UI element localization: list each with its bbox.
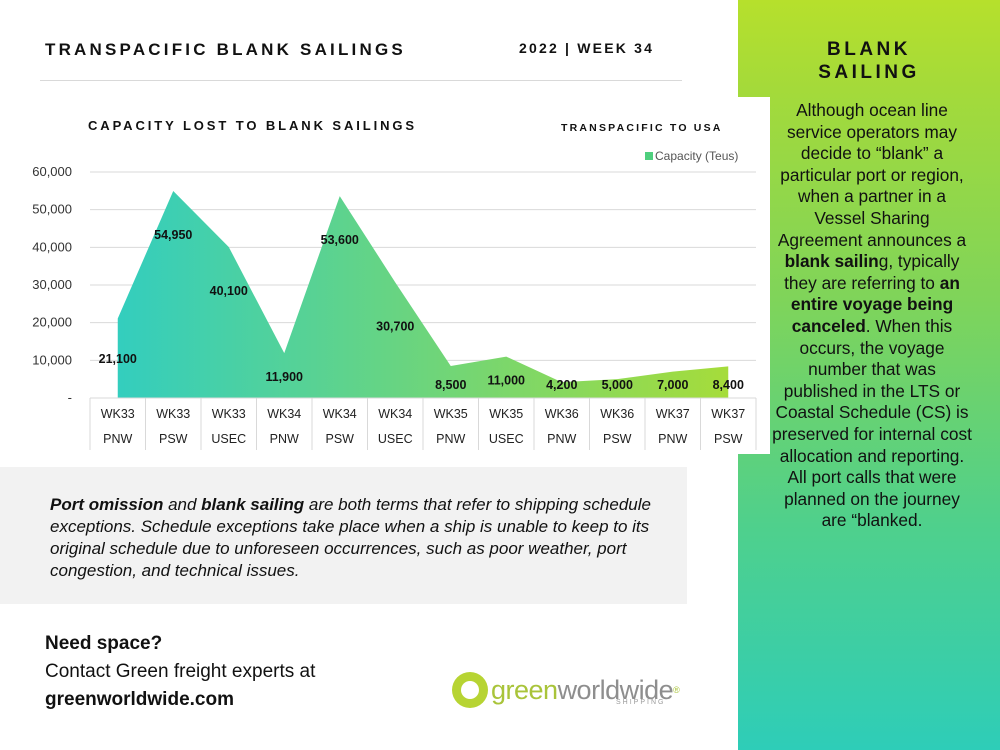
- x-tick-label-region: USEC: [211, 432, 246, 446]
- week-label: 2022 | WEEK 34: [519, 40, 655, 56]
- legend-label: Capacity (Teus): [655, 149, 739, 163]
- data-label: 8,500: [435, 378, 466, 392]
- data-label: 54,950: [154, 228, 192, 242]
- x-tick-label-region: PNW: [270, 432, 299, 446]
- info-box: [0, 467, 687, 604]
- sidebar-bold-2: an entire voyage being canceled: [790, 272, 960, 336]
- x-tick-label-week: WK34: [323, 407, 357, 421]
- company-logo: greenworldwide®: [452, 672, 680, 708]
- data-label: 40,100: [210, 284, 248, 298]
- sidebar-background: [738, 0, 1000, 750]
- sidebar-description: Although ocean line service operators ma…: [772, 100, 972, 532]
- x-tick-label-week: WK33: [156, 407, 190, 421]
- x-tick-label-region: PNW: [436, 432, 465, 446]
- y-tick-label: 60,000: [32, 164, 72, 179]
- x-tick-label-region: PSW: [159, 432, 188, 446]
- x-tick-label-week: WK35: [489, 407, 523, 421]
- x-tick-label-region: PNW: [547, 432, 576, 446]
- x-tick-label-week: WK35: [434, 407, 468, 421]
- x-tick-label-region: USEC: [489, 432, 524, 446]
- data-label: 7,000: [657, 378, 688, 392]
- y-tick-label: -: [68, 390, 72, 405]
- x-tick-label-week: WK36: [600, 407, 634, 421]
- data-label: 53,600: [321, 233, 359, 247]
- cta-website-link[interactable]: greenworldwide.com: [45, 689, 234, 710]
- sidebar-bold-1: blank sailin: [784, 251, 879, 272]
- sidebar-title-line1: BLANK: [827, 39, 911, 60]
- cta-heading: Need space?: [45, 633, 163, 654]
- y-tick-label: 30,000: [32, 277, 72, 292]
- chart-title: CAPACITY LOST TO BLANK SAILINGS: [88, 118, 417, 133]
- y-tick-label: 20,000: [32, 315, 72, 330]
- data-label: 4,200: [546, 378, 577, 392]
- chart-legend: Capacity (Teus): [645, 149, 738, 163]
- legend-swatch: [645, 152, 653, 160]
- x-tick-label-week: WK34: [378, 407, 412, 421]
- data-label: 11,000: [487, 374, 525, 388]
- logo-word-worldwide: worldwide: [557, 675, 674, 705]
- logo-tagline: SHIPPING: [616, 699, 666, 706]
- info-bold-2: blank sailing: [201, 495, 305, 514]
- data-label: 21,100: [99, 352, 137, 366]
- x-tick-label-region: USEC: [378, 432, 413, 446]
- data-label: 8,400: [713, 378, 744, 392]
- x-tick-label-week: WK34: [267, 407, 301, 421]
- x-tick-label-region: PNW: [658, 432, 687, 446]
- x-tick-label-region: PNW: [103, 432, 132, 446]
- info-bold-1: Port omission: [50, 495, 164, 514]
- info-text: Port omission and blank sailing are both…: [50, 494, 660, 582]
- area-chart: - 10,000 20,000 30,000 40,000 50,000 60,000 WK3…: [32, 164, 757, 450]
- logo-registered: ®: [673, 685, 680, 695]
- chart-subtitle: TRANSPACIFIC TO USA: [561, 122, 723, 134]
- x-tick-label-week: WK37: [711, 407, 745, 421]
- x-tick-label-week: WK37: [656, 407, 690, 421]
- logo-word-green: green: [491, 675, 558, 705]
- sidebar-title-line2: SAILING: [818, 62, 920, 83]
- x-tick-label-week: WK33: [212, 407, 246, 421]
- x-tick-label-week: WK36: [545, 407, 579, 421]
- info-text-1: and: [163, 495, 202, 514]
- data-label: 30,700: [376, 319, 414, 333]
- data-label: 11,900: [265, 370, 303, 384]
- header-divider: [40, 80, 682, 81]
- data-label: 5,000: [602, 378, 633, 392]
- logo-wordmark: greenworldwide®: [491, 675, 680, 705]
- sidebar-title: BLANK SAILING: [738, 38, 1000, 84]
- y-tick-label: 40,000: [32, 239, 72, 254]
- sidebar-text-3: . When this occurs, the voyage number th…: [772, 315, 972, 531]
- x-tick-label-region: PSW: [603, 432, 632, 446]
- capacity-area: [117, 191, 729, 398]
- page-title: TRANSPACIFIC BLANK SAILINGS: [45, 40, 406, 59]
- green-circle-logo-icon: [452, 672, 488, 708]
- x-tick-label-region: PSW: [714, 432, 743, 446]
- sidebar-text-2: g, typically they are referring to: [784, 251, 960, 293]
- cta-text: Contact Green freight experts at: [45, 661, 316, 682]
- y-tick-label: 10,000: [32, 352, 72, 367]
- x-tick-label-week: WK33: [101, 407, 135, 421]
- y-tick-label: 50,000: [32, 202, 72, 217]
- sidebar-text-1: Although ocean line service operators ma…: [777, 100, 967, 250]
- x-tick-label-region: PSW: [326, 432, 355, 446]
- info-text-2: are both terms that refer to shipping sc…: [50, 495, 651, 580]
